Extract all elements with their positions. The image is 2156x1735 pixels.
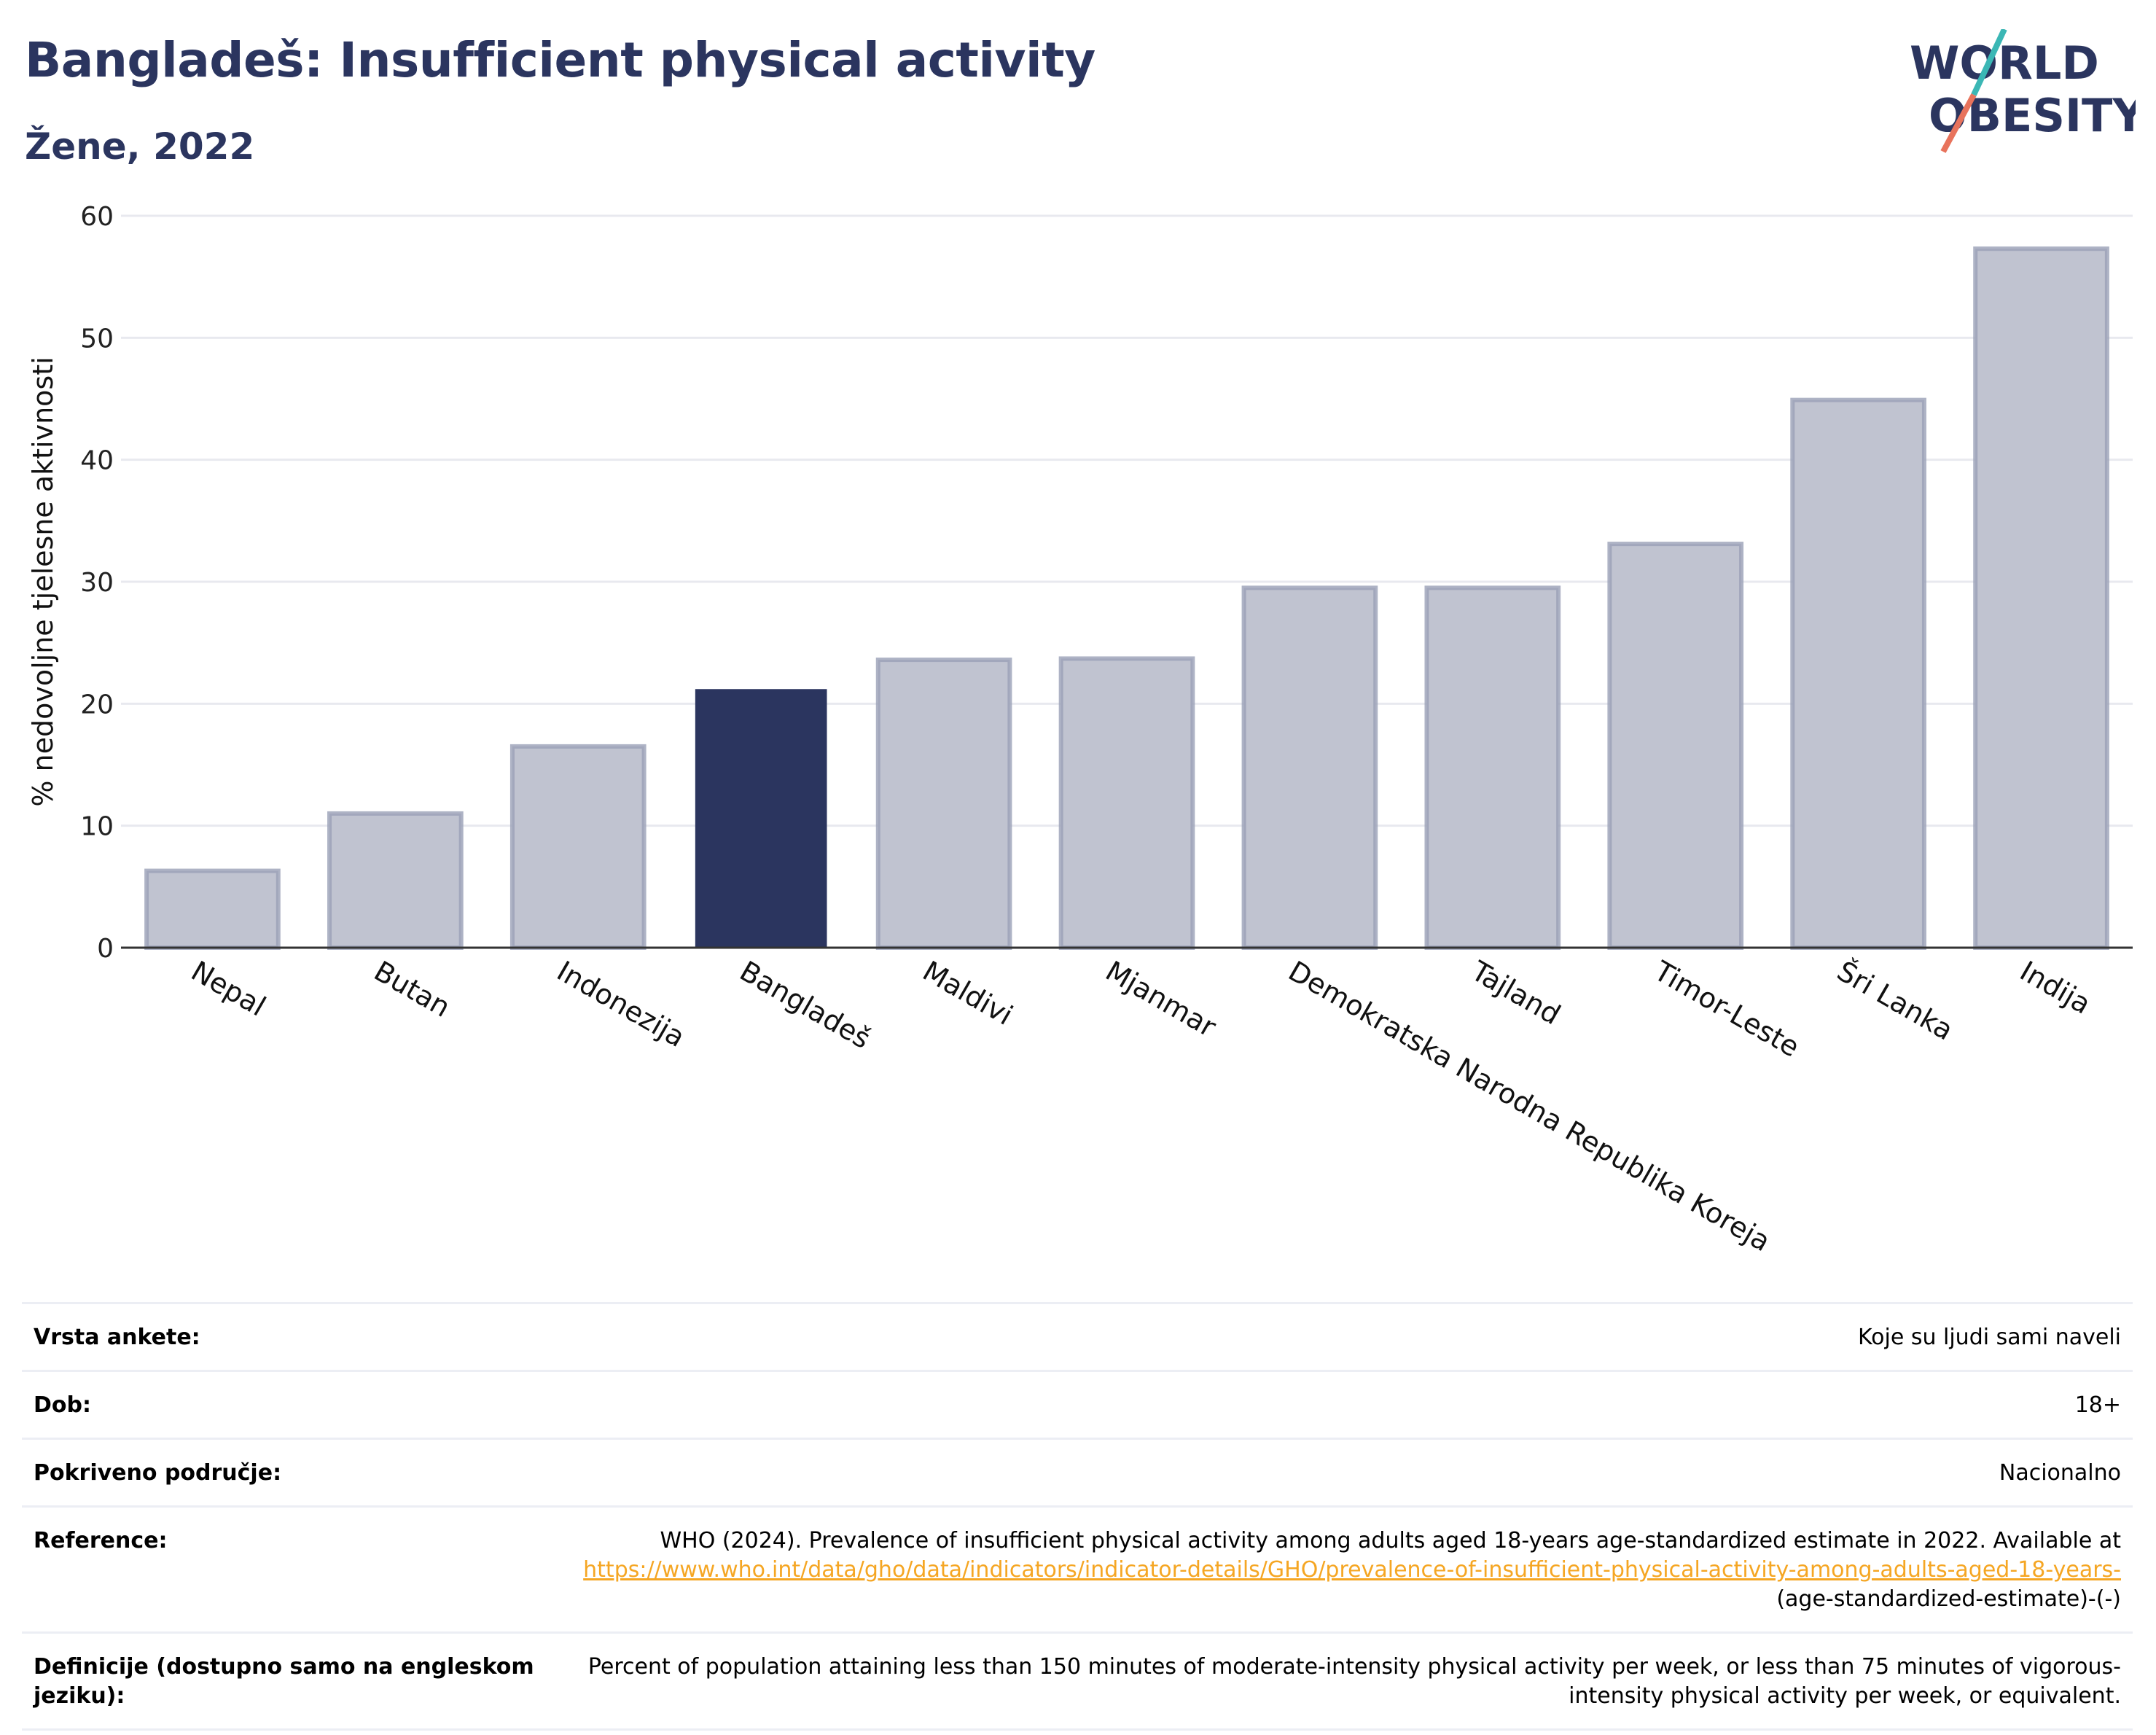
bar-chart: 0 10 20 30 40 50 60 % nedovoljne tjelesne aktiv… [27, 202, 2133, 1258]
world-obesity-logo: WORLD OBESITY [1910, 29, 2136, 153]
bar [875, 658, 1012, 950]
y-tick-label: 30 [80, 568, 114, 598]
y-tick-label: 40 [80, 446, 114, 476]
y-tick-label: 50 [80, 324, 114, 354]
x-tick-label: Šri Lanka [1832, 955, 1958, 1047]
info-value: Koje su ljudi sami naveli [1857, 1325, 2121, 1350]
info-label: Definicije (dostupno samo na engleskom j… [34, 1654, 534, 1709]
x-tick-label: Maldivi [918, 955, 1018, 1032]
x-tick-label: Butan [369, 955, 456, 1024]
reference-text: WHO (2024). Prevalence of insufficient p… [660, 1528, 2121, 1553]
bar [1790, 397, 1926, 950]
info-row-definition: Definicije (dostupno samo na engleskom j… [22, 1631, 2133, 1731]
x-tick-label: Nepal [186, 955, 271, 1023]
info-label: Pokriveno područje: [34, 1460, 282, 1486]
bar [1424, 585, 1561, 950]
x-tick-label: Indonezija [552, 955, 690, 1053]
y-tick-label: 10 [80, 812, 114, 842]
y-tick-label: 20 [80, 690, 114, 720]
bar [327, 811, 464, 951]
reference-suffix: (age-standardized-estimate)-(-) [1776, 1586, 2121, 1612]
page-title: Bangladeš: Insufficient physical activit… [25, 32, 1095, 88]
info-row-age: Dob: 18+ [22, 1370, 2133, 1438]
y-tick-label: 60 [80, 202, 114, 232]
info-value: 18+ [2074, 1392, 2121, 1418]
reference-link[interactable]: https://www.who.int/data/gho/data/indica… [583, 1557, 2121, 1583]
info-value: WHO (2024). Prevalence of insufficient p… [558, 1527, 2121, 1614]
y-tick-label: 0 [97, 934, 114, 964]
info-row-reference: Reference: WHO (2024). Prevalence of ins… [22, 1505, 2133, 1631]
logo-slash-teal [1971, 29, 2007, 96]
bar [1973, 246, 2109, 950]
x-tick-label: Bangladeš [735, 955, 876, 1055]
x-tick-label: Mjanmar [1101, 955, 1222, 1044]
bar [1607, 542, 1744, 950]
bar [695, 689, 827, 948]
x-tick-label: Indija [2015, 955, 2096, 1021]
bar [1241, 585, 1378, 950]
info-label: Reference: [34, 1528, 168, 1553]
info-row-survey-type: Vrsta ankete: Koje su ljudi sami naveli [22, 1302, 2133, 1370]
info-label: Vrsta ankete: [34, 1325, 200, 1350]
info-value: Percent of population attaining less tha… [587, 1654, 2121, 1709]
info-table: Vrsta ankete: Koje su ljudi sami naveli … [22, 1302, 2133, 1731]
logo-line1: WORLD [1910, 36, 2099, 90]
page-subtitle: Žene, 2022 [25, 125, 255, 168]
y-axis-title: % nedovoljne tjelesne aktivnosti [27, 356, 59, 806]
x-tick-label: Timor-Leste [1648, 954, 1805, 1063]
logo-slash-coral [1940, 93, 1977, 153]
info-label: Dob: [34, 1392, 91, 1418]
bar [144, 868, 281, 950]
bar [509, 744, 647, 951]
x-tick-label: Tajland [1465, 954, 1566, 1031]
bar [1058, 656, 1195, 950]
info-row-coverage: Pokriveno područje: Nacionalno [22, 1438, 2133, 1505]
info-value: Nacionalno [1999, 1460, 2121, 1486]
